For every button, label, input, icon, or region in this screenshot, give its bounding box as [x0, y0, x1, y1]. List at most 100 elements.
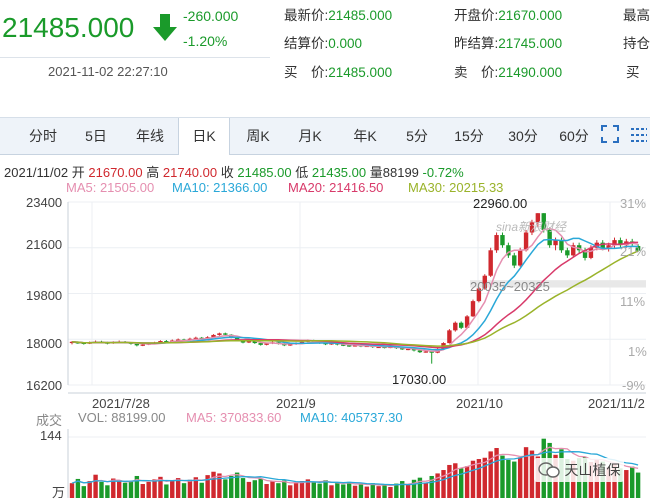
date-tick: 2021/7/28: [92, 396, 150, 411]
ma5-line: [71, 227, 639, 352]
info-settle: 结算价:0.000: [284, 36, 363, 51]
ma30-line: [71, 250, 639, 347]
volume-bar: [81, 486, 86, 498]
volume-bar: [476, 459, 482, 498]
volume-bar: [234, 472, 240, 498]
tab-60min[interactable]: 60分: [559, 128, 589, 144]
candle-body: [606, 245, 611, 250]
candle-body: [541, 213, 546, 230]
divider: [0, 57, 270, 58]
candle-body: [252, 341, 258, 344]
candle-body: [588, 247, 594, 258]
volume-bar: [376, 486, 381, 498]
candle-body: [600, 242, 605, 250]
candle-body: [264, 343, 269, 345]
account-watermark: 天山植保: [534, 458, 625, 482]
tab-weekly-k[interactable]: 周K: [246, 128, 270, 144]
volume-bar: [323, 480, 328, 498]
volume-bar: [464, 466, 470, 498]
candle-body: [417, 350, 423, 353]
tab-intraday[interactable]: 分时: [29, 128, 57, 144]
volume-bar: [405, 484, 411, 498]
volume-bar: [87, 481, 92, 498]
volume-bar: [258, 478, 263, 498]
volume-bar: [388, 486, 393, 498]
volume-bar: [229, 475, 234, 498]
ma10-line: [71, 237, 639, 351]
pct-tick: -9%: [622, 378, 646, 393]
candle-body: [565, 250, 570, 256]
wechat-icon: [538, 462, 560, 478]
candle-body: [618, 240, 623, 246]
volume-bar: [635, 472, 641, 498]
candle-body: [423, 351, 429, 353]
candle-body: [376, 346, 381, 349]
candle-body: [482, 275, 487, 289]
volume-bar: [240, 478, 246, 498]
chart-grid: [67, 201, 646, 498]
candle-body: [193, 337, 199, 339]
volume-bar: [494, 448, 499, 498]
volume-bar: [205, 475, 210, 498]
volume-bar: [211, 471, 216, 498]
volume-bar: [329, 485, 334, 498]
vol-ma5-line: [71, 446, 639, 487]
tab-5min[interactable]: 5分: [406, 128, 428, 144]
candle-body: [453, 322, 458, 331]
volume-bar: [411, 479, 417, 498]
tab-monthly-k[interactable]: 月K: [298, 128, 322, 144]
tab-30min[interactable]: 30分: [508, 128, 538, 144]
volume-bar: [122, 482, 128, 498]
candle-body: [529, 222, 535, 233]
pct-tick: 21%: [620, 244, 647, 259]
tab-year-line[interactable]: 年线: [136, 128, 164, 144]
volume-bar: [175, 478, 181, 498]
range-band: [470, 280, 646, 288]
vol-axis-top: 144: [40, 428, 62, 443]
pct-tick: 1%: [628, 344, 647, 359]
ohlc-summary: 2021/11/02 开 21670.00 高 21740.00 收 21485…: [4, 165, 464, 180]
volume-bar: [181, 483, 187, 498]
volume-bar: [187, 479, 193, 498]
volume-bar: [500, 455, 505, 498]
price-tick: 18000: [26, 336, 63, 351]
candle-body: [329, 343, 334, 345]
ma10-legend: MA10: 21366.00: [172, 180, 268, 195]
fullscreen-icon[interactable]: [600, 124, 620, 144]
volume-value: VOL: 88199.00: [78, 410, 166, 425]
kline-chart[interactable]: [0, 192, 650, 500]
volume-bar: [140, 484, 145, 498]
vol-ma10: MA10: 405737.30: [300, 410, 403, 425]
candle-body: [470, 301, 476, 317]
volume-bar: [358, 484, 364, 498]
volume-bar: [69, 483, 75, 498]
volume-bar: [417, 477, 423, 498]
info-ask: 卖 价:21490.000: [454, 65, 563, 80]
menu-icon[interactable]: [628, 124, 650, 146]
tab-15min[interactable]: 15分: [454, 128, 484, 144]
date-tick: 2021/10: [456, 396, 503, 411]
tab-5day[interactable]: 5日: [85, 128, 107, 144]
info-prev-settle: 昨结算:21745.000: [454, 36, 563, 51]
volume-bar: [246, 481, 252, 498]
volume-bar: [364, 486, 370, 498]
volume-bar: [352, 485, 358, 498]
price-tick: 21600: [26, 237, 63, 252]
volume-bar: [199, 482, 204, 498]
info-open: 开盘价:21670.000: [454, 8, 563, 23]
volume-bar: [264, 484, 269, 498]
candle-body: [299, 341, 305, 344]
candle-body: [582, 250, 588, 258]
pct-tick: 31%: [620, 196, 647, 211]
volume-ma-lines: [71, 446, 639, 487]
volume-bar: [624, 470, 629, 498]
candle-body: [346, 345, 352, 347]
volume-bar: [252, 480, 258, 498]
volume-bar: [287, 485, 293, 498]
volume-bar: [458, 468, 464, 498]
volume-bar: [453, 463, 458, 498]
candle-body: [411, 348, 417, 351]
tab-daily-k[interactable]: 日K: [178, 118, 230, 155]
volume-bar: [506, 459, 511, 498]
tab-yearly-k[interactable]: 年K: [353, 128, 377, 144]
